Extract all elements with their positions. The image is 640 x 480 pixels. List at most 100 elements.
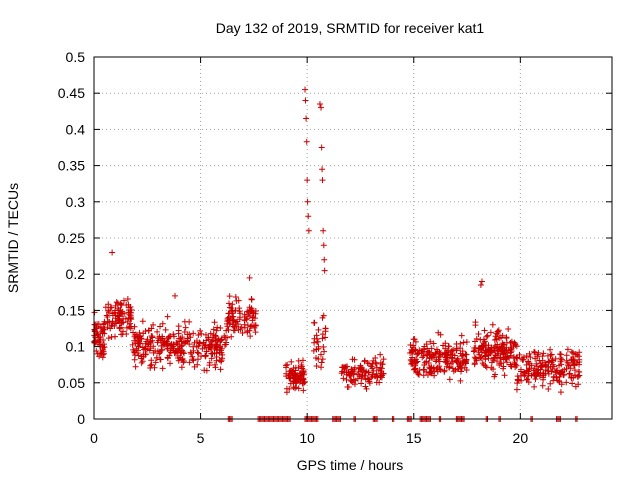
data-point [338,370,345,377]
data-point [237,310,244,317]
data-point [545,386,552,393]
data-point [342,363,349,370]
data-point [190,343,197,350]
data-point [483,349,490,356]
data-point [443,354,450,361]
data-point [432,349,439,356]
x-axis-label: GPS time / hours [297,457,404,473]
data-point [430,354,437,361]
data-point [453,340,460,347]
data-point [300,387,307,394]
data-point [167,349,174,356]
data-point [369,371,376,378]
data-point [150,343,157,350]
y-tick-label: 0.2 [66,266,86,282]
data-point [575,373,582,380]
data-point [186,331,193,338]
x-tick-label: 0 [90,430,98,446]
data-point [235,321,242,328]
data-point [472,338,479,345]
data-point [503,359,510,366]
data-point [211,343,218,350]
data-point [189,353,196,360]
data-point [320,227,327,234]
data-point [210,337,217,344]
data-point [229,307,236,314]
data-point [283,385,290,392]
data-point [511,359,518,366]
data-point [484,332,491,339]
data-point [483,364,490,371]
data-point [558,369,565,376]
data-point [224,323,231,330]
data-point [247,323,254,330]
data-point [456,363,463,370]
data-point [125,314,132,321]
data-point [159,320,166,327]
data-point [557,389,564,396]
data-point [236,316,243,323]
data-point [167,360,174,367]
data-point [232,307,239,314]
data-point [449,365,456,372]
data-point [478,278,485,285]
data-point [319,177,326,184]
data-point [225,326,232,333]
data-point [376,379,383,386]
data-point [104,313,111,320]
data-point [102,304,109,311]
x-tick-label: 15 [406,430,422,446]
data-point [164,313,171,320]
data-point [566,370,573,377]
data-point [321,348,328,355]
data-point [131,356,138,363]
data-point [211,319,218,326]
data-point [411,365,418,372]
data-point [109,249,116,256]
data-point [532,355,539,362]
data-point [319,331,326,338]
data-point [91,338,98,345]
data-point [513,343,520,350]
data-point [448,360,455,367]
data-point [491,337,498,344]
data-point [563,352,570,359]
data-point [460,339,467,346]
data-point [140,330,147,337]
data-point [351,366,358,373]
data-point [321,256,328,263]
data-point [547,346,554,353]
data-point [105,307,112,314]
data-point [525,370,532,377]
data-point [157,323,164,330]
data-point [545,364,552,371]
data-point [97,324,104,331]
data-point [433,346,440,353]
data-point [125,301,132,308]
data-point [359,371,366,378]
data-point [503,344,510,351]
data-point [283,364,290,371]
data-point [457,360,464,367]
data-point [154,328,161,335]
data-point [520,356,527,363]
data-point [437,331,444,338]
data-point [493,336,500,343]
data-point [198,330,205,337]
data-point [357,362,364,369]
data-point [252,329,259,336]
data-point [567,365,574,372]
data-point [508,347,515,354]
data-point [416,367,423,374]
data-point [215,336,222,343]
data-point [218,357,225,364]
data-point [151,364,158,371]
data-point [368,374,375,381]
data-point [318,144,325,151]
data-point [426,355,433,362]
data-point [217,366,224,373]
data-point [113,299,120,306]
data-point [213,341,220,348]
x-tick-label: 20 [513,430,529,446]
